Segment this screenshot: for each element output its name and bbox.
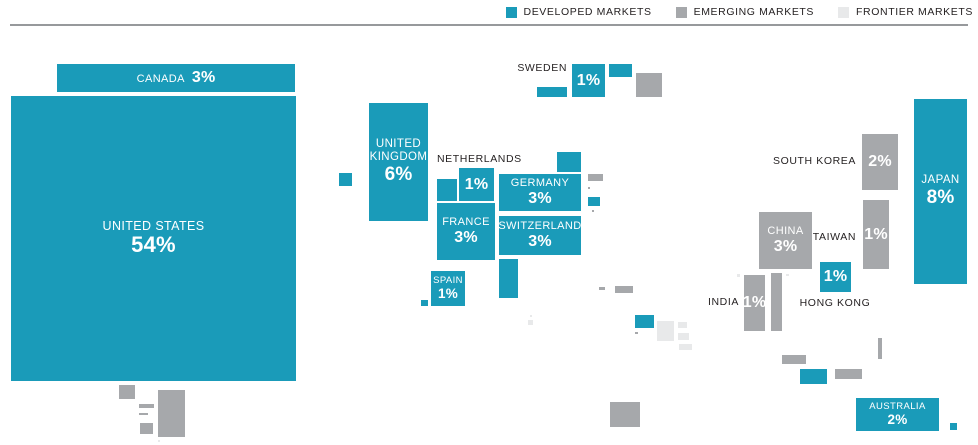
legend-label-developed: DEVELOPED MARKETS bbox=[523, 6, 652, 18]
market-label-south-korea: SOUTH KOREA bbox=[772, 155, 856, 167]
emerging-swatch-icon bbox=[675, 6, 687, 18]
market-name: CHINA bbox=[767, 225, 804, 238]
market-pct: 1% bbox=[864, 225, 888, 243]
market-tile-germany: GERMANY 3% bbox=[498, 173, 582, 212]
market-pct: 1% bbox=[823, 268, 848, 286]
market-tile-emg-16 bbox=[834, 368, 863, 380]
divider-rule bbox=[10, 24, 968, 26]
market-tile-emg-2 bbox=[587, 173, 604, 182]
market-tile-india: 1% bbox=[743, 274, 766, 332]
market-tile-dev-1 bbox=[338, 172, 353, 187]
market-tile-australia: AUSTRALIA 2% bbox=[855, 397, 940, 432]
market-tile-frt-1 bbox=[529, 314, 533, 318]
developed-swatch-icon bbox=[505, 6, 517, 18]
market-tile-dev-11 bbox=[949, 422, 958, 431]
legend-item-emerging: EMERGING MARKETS bbox=[675, 6, 815, 18]
market-inline-label: CANADA 3% bbox=[137, 69, 216, 87]
market-pct: 3% bbox=[528, 189, 552, 207]
market-label-hong-kong: HONG KONG bbox=[799, 297, 871, 309]
market-label-sweden: SWEDEN bbox=[517, 62, 567, 74]
market-tile-emg-10 bbox=[598, 286, 606, 291]
market-tile-switzerland: SWITZERLAND 3% bbox=[498, 215, 582, 256]
market-tile-dev-3 bbox=[608, 63, 633, 78]
market-pct: 3% bbox=[454, 228, 478, 246]
market-tile-hong-kong: 1% bbox=[819, 261, 852, 293]
market-tile-united-states: UNITED STATES 54% bbox=[10, 95, 297, 382]
frontier-swatch-icon bbox=[838, 6, 850, 18]
market-pct: 1% bbox=[576, 71, 601, 89]
market-tile-dev-6 bbox=[587, 196, 601, 207]
market-label-taiwan: TAIWAN bbox=[812, 231, 856, 243]
market-name: FRANCE bbox=[442, 216, 490, 229]
market-label-india: INDIA bbox=[707, 296, 739, 308]
market-tile-emg-5 bbox=[118, 384, 136, 400]
market-name: AUSTRALIA bbox=[869, 400, 926, 412]
market-tile-emg-6 bbox=[138, 403, 155, 409]
market-tile-frt-8 bbox=[785, 273, 790, 277]
legend-item-developed: DEVELOPED MARKETS bbox=[505, 6, 652, 18]
market-pct: 8% bbox=[926, 187, 955, 209]
market-tile-frt-2 bbox=[527, 319, 534, 326]
market-tile-france: FRANCE 3% bbox=[436, 202, 496, 261]
market-pct: 2% bbox=[868, 153, 892, 171]
market-name: CANADA bbox=[136, 73, 185, 86]
market-pct: 1% bbox=[464, 175, 489, 193]
legend: DEVELOPED MARKETS EMERGING MARKETS FRONT… bbox=[505, 6, 973, 18]
market-tile-emg-17 bbox=[877, 337, 883, 360]
market-tile-canada: CANADA 3% bbox=[56, 63, 296, 93]
market-pct: 1% bbox=[742, 294, 767, 312]
market-tile-japan: JAPAN 8% bbox=[913, 98, 968, 285]
market-tile-frt-9 bbox=[157, 439, 161, 443]
market-tile-frt-5 bbox=[677, 332, 690, 341]
market-tile-sweden: 1% bbox=[571, 63, 606, 98]
market-name: JAPAN bbox=[921, 174, 960, 187]
market-name: UNITED STATES bbox=[102, 219, 205, 234]
market-tile-dev-8 bbox=[420, 299, 429, 307]
market-pct: 3% bbox=[191, 69, 216, 87]
market-tile-frt-3 bbox=[656, 320, 675, 342]
market-name: SWITZERLAND bbox=[498, 220, 582, 233]
market-pct: 6% bbox=[384, 164, 413, 186]
market-tile-dev-9 bbox=[634, 314, 655, 329]
market-tile-dev-5 bbox=[556, 151, 582, 173]
market-tile-emg-3 bbox=[587, 186, 591, 190]
market-tile-frt-7 bbox=[736, 273, 741, 278]
market-tile-emg-12 bbox=[634, 331, 639, 335]
market-tile-dev-4 bbox=[436, 178, 458, 202]
market-tile-dev-7 bbox=[498, 258, 519, 299]
market-pct: 3% bbox=[528, 232, 552, 250]
market-tile-united-kingdom: UNITED KINGDOM 6% bbox=[368, 102, 429, 222]
market-pct: 1% bbox=[438, 286, 458, 302]
market-tile-emg-7 bbox=[138, 412, 149, 416]
market-tile-dev-10 bbox=[799, 368, 828, 385]
market-tile-emg-4 bbox=[591, 209, 595, 213]
market-tile-emg-15 bbox=[781, 354, 807, 365]
market-tile-emg-9 bbox=[157, 389, 186, 438]
market-tile-netherlands: 1% bbox=[458, 167, 495, 202]
market-tile-south-korea: 2% bbox=[861, 133, 899, 191]
market-label-netherlands: NETHERLANDS bbox=[437, 153, 522, 165]
market-tile-emg-11 bbox=[614, 285, 634, 294]
market-tile-emg-1 bbox=[635, 72, 663, 98]
market-name: SPAIN bbox=[433, 274, 463, 286]
market-tile-emg-8 bbox=[139, 422, 154, 435]
market-tile-emg-13 bbox=[609, 401, 641, 428]
legend-label-emerging: EMERGING MARKETS bbox=[693, 6, 815, 18]
market-name: GERMANY bbox=[510, 177, 570, 190]
market-tile-dev-2 bbox=[536, 86, 568, 98]
market-tile-frt-4 bbox=[677, 321, 688, 329]
market-tile-spain: SPAIN 1% bbox=[430, 270, 466, 307]
market-name: UNITED KINGDOM bbox=[369, 138, 428, 164]
market-pct: 3% bbox=[773, 237, 798, 255]
market-pct: 2% bbox=[887, 412, 908, 428]
market-tile-china: CHINA 3% bbox=[758, 211, 813, 270]
legend-item-frontier: FRONTIER MARKETS bbox=[838, 6, 973, 18]
market-tile-emg-14 bbox=[770, 272, 783, 332]
market-pct: 54% bbox=[131, 232, 176, 258]
market-tile-frt-6 bbox=[678, 343, 693, 351]
market-tile-taiwan: 1% bbox=[862, 199, 890, 270]
legend-label-frontier: FRONTIER MARKETS bbox=[856, 6, 973, 18]
